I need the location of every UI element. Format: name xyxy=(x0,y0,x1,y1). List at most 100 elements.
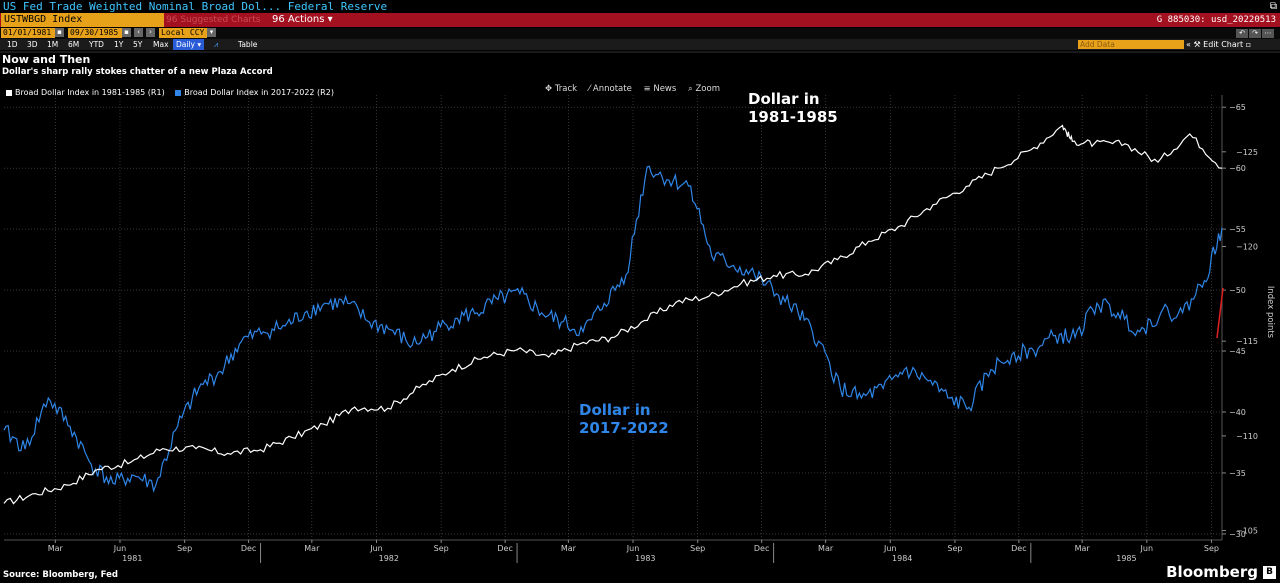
legend-label-1981: Broad Dollar Index in 1981-1985 (R1) xyxy=(15,88,165,97)
range-6m[interactable]: 6M xyxy=(68,40,80,49)
crosshair-icon: ✥ xyxy=(545,84,553,94)
suggested-charts-button[interactable]: 96 Suggested Charts xyxy=(166,15,261,25)
y-tick-label-left-scale: −45 xyxy=(1229,347,1246,356)
table-view-button[interactable]: Table xyxy=(238,40,258,49)
ticker-input[interactable]: USTWBGD Index xyxy=(1,13,164,27)
pencil-icon: ⁄ xyxy=(588,84,591,94)
x-tick-label: Sep xyxy=(947,544,962,553)
range-selector-row: 1D 3D 1M 6M YTD 1Y 5Y Max Daily ▾ ⩘ Tabl… xyxy=(0,39,1280,50)
window-menu-icon[interactable]: ⧉ xyxy=(1269,1,1277,12)
track-tool[interactable]: ✥ Track xyxy=(545,84,577,94)
start-date-calendar-icon[interactable]: ▪ xyxy=(55,28,64,37)
add-data-input[interactable]: Add Data xyxy=(1078,40,1184,49)
range-5y[interactable]: 5Y xyxy=(133,40,143,49)
annotation-2017-line2: 2017-2022 xyxy=(579,419,669,437)
y-tick-label-right-scale: −125 xyxy=(1236,148,1258,157)
x-tick-label: Mar xyxy=(304,544,320,553)
zoom-tool[interactable]: ⌕ Zoom xyxy=(688,84,720,94)
x-tick-label: Dec xyxy=(497,544,512,553)
year-label: 1981 xyxy=(122,554,142,563)
start-date-field[interactable]: 01/01/1981 xyxy=(1,28,55,38)
y-tick-label-left-scale: −40 xyxy=(1229,408,1246,417)
x-tick-label: Jun xyxy=(626,544,640,553)
news-label: News xyxy=(653,84,677,94)
date-row-tools: ↶ ↷ ⋯ xyxy=(1235,28,1274,38)
x-tick-label: Mar xyxy=(1075,544,1091,553)
y-tick-label-left-scale: −60 xyxy=(1229,164,1246,173)
chart-subtitle: Dollar's sharp rally stokes chatter of a… xyxy=(2,67,273,77)
annotate-tool[interactable]: ⁄ Annotate xyxy=(589,84,632,94)
x-tick-label: Dec xyxy=(754,544,769,553)
more-options-icon[interactable]: ⋯ xyxy=(1262,29,1274,38)
chart-line-icon[interactable]: ⩘ xyxy=(214,40,219,49)
x-tick-label: Dec xyxy=(1011,544,1026,553)
chart-legend: Broad Dollar Index in 1981-1985 (R1) Bro… xyxy=(6,88,342,98)
y-tick-label-right-scale: −110 xyxy=(1236,432,1258,441)
y-tick-label-right-scale: −115 xyxy=(1236,337,1258,346)
annotation-2017-line1: Dollar in xyxy=(579,401,651,419)
currency-select[interactable]: Local CCY xyxy=(159,28,207,38)
range-ytd[interactable]: YTD xyxy=(89,40,104,49)
range-1m[interactable]: 1M xyxy=(47,40,59,49)
range-3d[interactable]: 3D xyxy=(27,40,38,49)
year-label: 1983 xyxy=(635,554,655,563)
year-label: 1985 xyxy=(1116,554,1136,563)
y-axis-title: Index points xyxy=(1265,286,1275,339)
legend-label-2017: Broad Dollar Index in 2017-2022 (R2) xyxy=(184,88,334,97)
scroll-left-icon[interactable]: ‹ xyxy=(134,28,143,37)
edit-chart-label: Edit Chart xyxy=(1203,40,1244,49)
chart-title: Now and Then xyxy=(2,53,91,66)
y-tick-label-left-scale: −55 xyxy=(1229,225,1246,234)
x-tick-label: Jun xyxy=(113,544,127,553)
series-line-1981-1985 xyxy=(3,124,1223,505)
legend-swatch-2017 xyxy=(175,89,182,96)
end-date-field[interactable]: 09/30/1985 xyxy=(68,28,122,38)
range-max[interactable]: Max xyxy=(153,40,169,49)
news-tool[interactable]: ≡ News xyxy=(644,84,677,94)
frequency-select[interactable]: Daily ▾ xyxy=(173,39,205,50)
chart-id-label: G 885030: usd_20220513 xyxy=(1156,15,1276,25)
zoom-label: Zoom xyxy=(695,84,720,94)
source-note: Source: Bloomberg, Fed xyxy=(3,570,118,580)
actions-menu-button[interactable]: 96 Actions ▾ xyxy=(272,14,333,25)
end-date-calendar-icon[interactable]: ▪ xyxy=(122,28,131,37)
x-tick-label: Jun xyxy=(1140,544,1154,553)
annotation-1981-line1: Dollar in xyxy=(748,90,820,108)
news-icon: ≡ xyxy=(643,84,651,94)
track-label: Track xyxy=(554,84,578,94)
x-tick-label: Mar xyxy=(561,544,577,553)
window-title-bar: US Fed Trade Weighted Nominal Broad Dol.… xyxy=(0,0,1280,13)
x-tick-label: Sep xyxy=(177,544,192,553)
scroll-right-icon[interactable]: › xyxy=(146,28,155,37)
year-label: 1984 xyxy=(892,554,912,563)
range-1d[interactable]: 1D xyxy=(7,40,18,49)
date-range-row: 01/01/1981 ▪ 09/30/1985 ▪ ‹ › Local CCY … xyxy=(0,28,1280,39)
x-tick-label: Jun xyxy=(883,544,897,553)
year-label: 1982 xyxy=(379,554,399,563)
series-line-2017-2022 xyxy=(3,165,1223,493)
x-tick-label: Sep xyxy=(434,544,449,553)
x-tick-label: Jun xyxy=(369,544,383,553)
y-tick-label-right-scale: −120 xyxy=(1236,242,1258,251)
annotation-1981-line2: 1981-1985 xyxy=(748,108,838,126)
undo-icon[interactable]: ↶ xyxy=(1236,29,1248,38)
last-value-marker xyxy=(1216,287,1224,339)
y-tick-label-right-scale: −105 xyxy=(1236,527,1258,536)
edit-chart-button[interactable]: « ⚒ Edit Chart ▫ xyxy=(1186,40,1252,49)
y-tick-label-left-scale: −35 xyxy=(1229,469,1246,478)
currency-dropdown-icon[interactable]: ▾ xyxy=(207,28,216,37)
range-1y[interactable]: 1Y xyxy=(114,40,124,49)
legend-item-1981[interactable]: Broad Dollar Index in 1981-1985 (R1) xyxy=(6,88,165,97)
x-tick-label: Mar xyxy=(818,544,834,553)
annotate-label: Annotate xyxy=(592,84,632,94)
redo-icon[interactable]: ↷ xyxy=(1249,29,1261,38)
x-tick-label: Sep xyxy=(690,544,705,553)
chart-toolstrip: ✥ Track ⁄ Annotate ≡ News ⌕ Zoom xyxy=(545,84,729,96)
bloomberg-logo: Bloomberg xyxy=(1166,563,1258,581)
x-tick-label: Mar xyxy=(48,544,64,553)
command-bar: USTWBGD Index 96 Suggested Charts 96 Act… xyxy=(0,13,1280,27)
y-tick-label-left-scale: −50 xyxy=(1229,286,1246,295)
x-tick-label: Sep xyxy=(1204,544,1219,553)
legend-item-2017[interactable]: Broad Dollar Index in 2017-2022 (R2) xyxy=(175,88,334,97)
